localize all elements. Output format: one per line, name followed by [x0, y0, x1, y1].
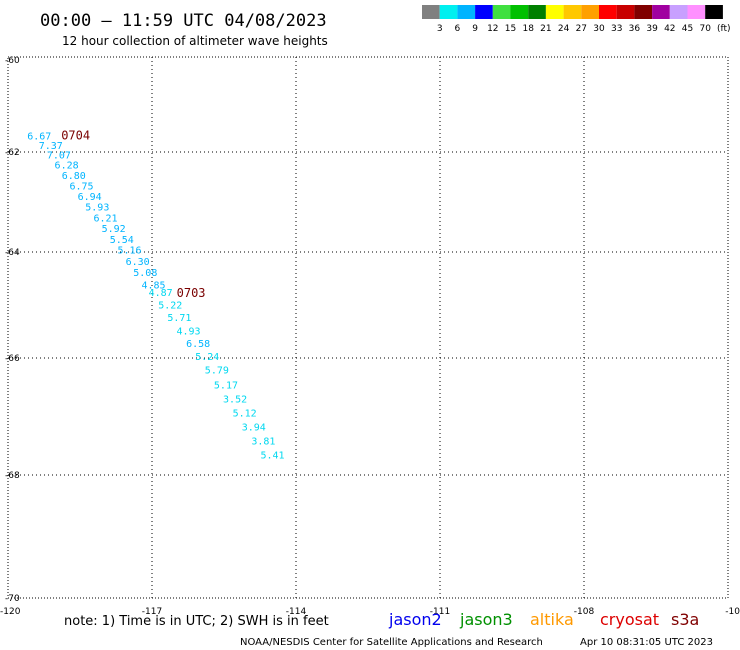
color-swatch: [457, 5, 476, 19]
wave-height-label: 6.28: [55, 161, 79, 172]
wave-height-label: 6.30: [126, 257, 150, 268]
color-swatch: [599, 5, 617, 19]
map-subtitle: 12 hour collection of altimeter wave hei…: [62, 34, 328, 48]
wave-height-label: 5.71: [167, 313, 191, 324]
wave-height-label: 5.22: [158, 300, 182, 311]
latitude-tick-label: -64: [5, 248, 20, 258]
color-scale-label: 15: [505, 24, 516, 34]
latitude-tick-label: -62: [5, 148, 20, 158]
wave-height-label: 4.93: [176, 326, 200, 337]
wave-height-label: 7.37: [39, 141, 63, 152]
wave-height-label: 6.67: [27, 131, 51, 142]
wave-height-label: 3.52: [223, 394, 247, 405]
color-scale-label: 42: [664, 24, 675, 34]
wave-height-label: 4.87: [149, 288, 173, 299]
wave-height-label: 6.21: [93, 214, 117, 225]
color-scale-label: 21: [540, 24, 551, 34]
wave-height-label: 4.85: [141, 280, 165, 291]
latitude-tick-label: -66: [5, 354, 20, 364]
color-swatch: [616, 5, 635, 19]
longitude-tick-label: -120: [0, 607, 21, 617]
longitude-tick-label: -10: [725, 607, 740, 617]
color-scale-label: 70: [699, 24, 711, 34]
color-scale-label: 24: [558, 24, 570, 34]
color-scale-label: 18: [522, 24, 534, 34]
wave-height-label: 5.54: [110, 235, 134, 246]
wave-height-observations: 0704 6.677.377.076.286.806.756.945.936.21…: [27, 128, 284, 461]
color-swatch: [705, 5, 723, 19]
color-swatch: [422, 5, 440, 19]
longitude-tick-label: -117: [142, 607, 162, 617]
footer-credit: NOAA/NESDIS Center for Satellite Applica…: [240, 637, 543, 648]
color-swatch: [439, 5, 458, 19]
color-scale-label: 33: [611, 24, 622, 34]
wave-height-label: 5.92: [102, 224, 126, 235]
color-swatch: [545, 5, 564, 19]
satellite-label-s3a: s3a: [671, 610, 699, 629]
color-scale-label: 45: [682, 24, 693, 34]
wave-height-label: 5.93: [85, 203, 109, 214]
color-swatch: [528, 5, 546, 19]
wave-height-label: 6.75: [69, 182, 93, 193]
wave-height-label: 6.80: [62, 171, 86, 182]
satellite-label-cryosat: cryosat: [600, 610, 659, 629]
map-title: 00:00 – 11:59 UTC 04/08/2023: [40, 11, 327, 31]
color-swatch: [634, 5, 653, 19]
graticule: [8, 57, 728, 598]
color-scale-label: 39: [646, 24, 658, 34]
color-swatch: [669, 5, 688, 19]
color-scale-label: 12: [487, 24, 498, 34]
longitude-tick-label: -114: [286, 607, 307, 617]
color-swatch: [510, 5, 529, 19]
color-scale-label: 30: [593, 24, 605, 34]
satellite-legend: jason2 jason3 altika cryosat s3a: [388, 610, 699, 629]
color-swatch: [687, 5, 706, 19]
color-scale-label: 6: [455, 24, 461, 34]
color-scale-label: 9: [472, 24, 478, 34]
color-swatch: [475, 5, 493, 19]
wave-height-label: 7.07: [47, 151, 71, 162]
color-swatch: [492, 5, 511, 19]
color-scale-label: 27: [576, 24, 587, 34]
pass-label: 0704: [61, 128, 90, 142]
latitude-tick-label: -60: [5, 56, 20, 66]
pass-label: 0703: [177, 286, 206, 300]
latitude-tick-label: -70: [5, 594, 20, 604]
wave-height-label: 5.12: [233, 408, 257, 419]
axis-tick-labels: -120 -117 -114 -111 -108 -10 -60 -62 -64 -66 -68 -7…: [0, 56, 740, 617]
wave-height-label: 5.24: [195, 352, 219, 363]
color-swatch: [563, 5, 582, 19]
color-swatch: [581, 5, 599, 19]
longitude-tick-label: -108: [574, 607, 595, 617]
color-scale-legend: 3 6 9 12 15 18 21 24 27 30 33 36 39 42 45 70 (ft): [422, 5, 731, 34]
color-scale-unit: (ft): [717, 24, 731, 34]
wave-height-label: 5.08: [133, 268, 157, 279]
map-frame: [7, 56, 729, 599]
color-scale-label: 36: [629, 24, 641, 34]
satellite-label-jason2: jason2: [388, 610, 442, 629]
latitude-tick-label: -68: [5, 471, 20, 481]
color-scale-label: 3: [437, 24, 443, 34]
wave-height-label: 3.94: [242, 422, 266, 433]
satellite-label-jason3: jason3: [459, 610, 513, 629]
footer-timestamp: Apr 10 08:31:05 UTC 2023: [580, 637, 713, 648]
wave-height-label: 5.79: [205, 366, 229, 377]
satellite-label-altika: altika: [530, 610, 574, 629]
wave-height-label: 3.81: [251, 436, 275, 447]
wave-height-label: 6.94: [78, 192, 102, 203]
footer-note: note: 1) Time is in UTC; 2) SWH is in fe…: [64, 614, 329, 629]
wave-height-label: 6.58: [186, 339, 210, 350]
longitude-tick-label: -111: [430, 607, 450, 617]
wave-height-label: 5.17: [214, 380, 238, 391]
wave-height-label: 5.41: [260, 451, 284, 462]
wave-height-label: 5.16: [117, 246, 141, 257]
color-swatch: [652, 5, 670, 19]
